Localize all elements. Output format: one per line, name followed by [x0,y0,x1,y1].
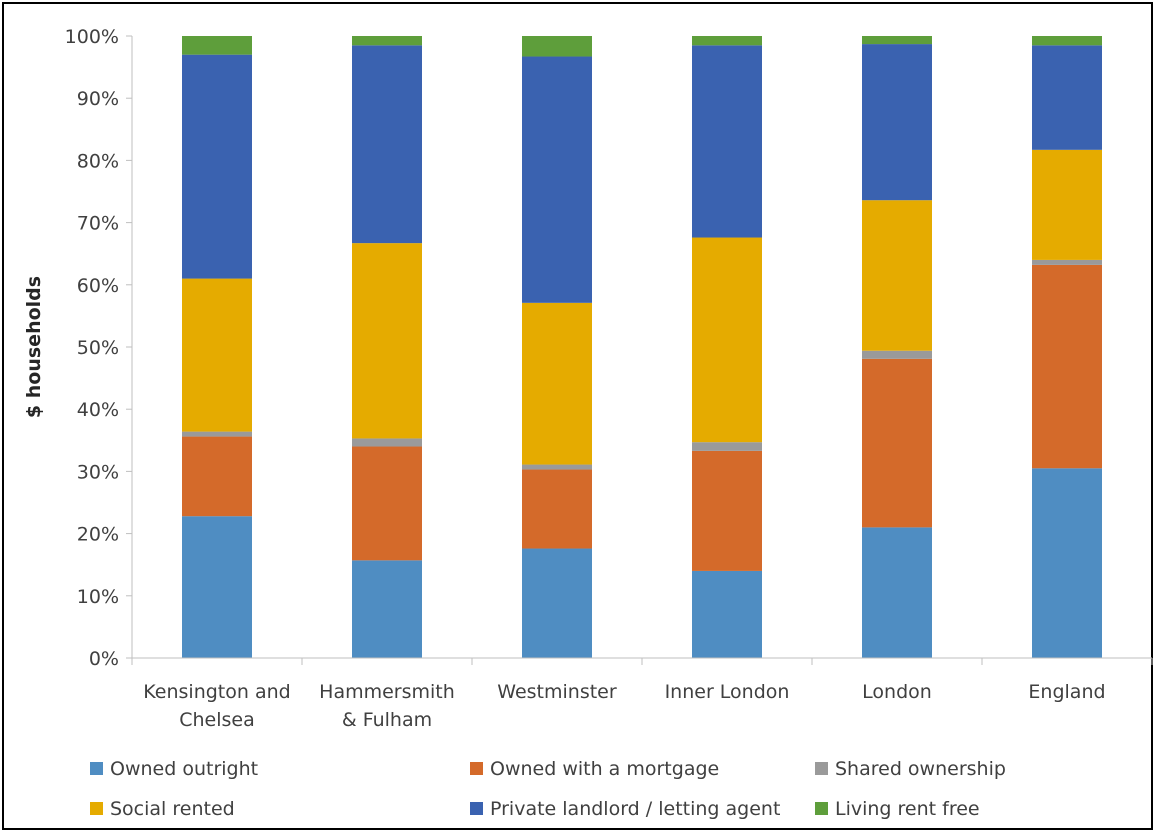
bar-segment [692,36,762,46]
bar-segment [1032,149,1102,260]
y-tick-label: 90% [77,88,119,110]
x-tick-label: Inner London [665,681,790,703]
legend-label: Living rent free [835,798,980,820]
bar-segment [522,36,592,57]
x-tick-label: London [862,681,932,703]
bar-segment [692,450,762,571]
y-tick-label: 20% [77,524,119,546]
y-tick-label: 80% [77,150,119,172]
legend-label: Shared ownership [835,758,1006,780]
bar-segment [862,44,932,201]
bar-segment [522,56,592,303]
bar-segment [522,469,592,549]
bar-segment [692,442,762,451]
legend-swatch [470,802,483,815]
y-tick-label: 30% [77,461,119,483]
bar-segment [1032,264,1102,469]
x-tick-label: Westminster [497,681,617,703]
legend-swatch [815,762,828,775]
bar-segment [182,436,252,517]
bar-segment [862,358,932,528]
bars [182,36,1102,658]
bar-segment [692,570,762,658]
legend-swatch [470,762,483,775]
bar-segment [352,560,422,658]
x-axis: Kensington and Chelsea Hammersmith & Fulham… [131,657,1153,731]
legend-label: Social rented [110,798,235,820]
bar-segment [692,237,762,443]
bar-segment [182,278,252,432]
bar-segment [862,36,932,45]
bar-segment [522,302,592,465]
bar-segment [352,446,422,561]
bar-segment [862,200,932,351]
legend-swatch [90,762,103,775]
bar-segment [692,45,762,238]
bar-segment [1032,36,1102,46]
bar-segment [182,54,252,279]
y-tick-label: 50% [77,337,119,359]
legend: Owned outright Owned with a mortgage Share… [90,758,1006,820]
bar-segment [522,548,592,658]
bar-segment [522,464,592,470]
y-tick-label: 0% [89,648,119,670]
bar-segment [352,438,422,447]
bar-segment [182,516,252,658]
x-tick-label: Chelsea [179,709,255,731]
y-tick-label: 60% [77,275,119,297]
y-axis: 0% 10% 20% 30% 40% 50% 60% 70% 80% 90% 100% [65,26,133,670]
bar-segment [352,243,422,439]
legend-label: Owned with a mortgage [490,758,719,780]
legend-label: Owned outright [110,758,258,780]
legend-swatch [815,802,828,815]
bar-segment [1032,259,1102,265]
x-tick-label: Hammersmith [319,681,455,703]
bar-segment [352,45,422,244]
y-tick-label: 100% [65,26,119,48]
bar-segment [1032,468,1102,658]
legend-label: Private landlord / letting agent [490,798,780,820]
y-axis-title: $ households [23,276,45,418]
bar-segment [182,36,252,55]
y-tick-label: 70% [77,213,119,235]
bar-segment [862,527,932,658]
x-tick-label: Kensington and [143,681,290,703]
bar-segment [182,431,252,437]
bar-segment [352,36,422,46]
x-tick-label: & Fulham [342,709,432,731]
bar-segment [1032,45,1102,150]
y-tick-label: 10% [77,586,119,608]
legend-swatch [90,802,103,815]
y-tick-label: 40% [77,399,119,421]
x-tick-label: England [1028,681,1105,703]
bar-segment [862,350,932,359]
